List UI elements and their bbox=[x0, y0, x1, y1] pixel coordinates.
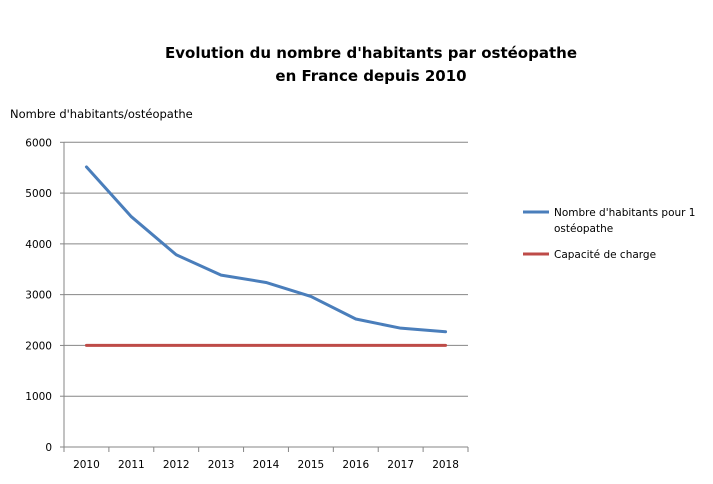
y-tick-label: 2000 bbox=[25, 340, 52, 352]
y-tick-label: 5000 bbox=[25, 188, 52, 200]
y-axis-label: Nombre d'habitants/ostéopathe bbox=[10, 107, 193, 121]
series-line bbox=[84, 165, 448, 334]
x-tick-label: 2018 bbox=[432, 459, 459, 471]
legend-label: ostéopathe bbox=[554, 223, 613, 235]
chart-title-line-1: Evolution du nombre d'habitants par osté… bbox=[165, 44, 577, 62]
y-tick-label: 0 bbox=[45, 442, 52, 454]
x-tick-label: 2014 bbox=[253, 459, 280, 471]
legend-label: Capacité de charge bbox=[554, 249, 656, 261]
y-tick-label: 4000 bbox=[25, 239, 52, 251]
x-tick-label: 2015 bbox=[298, 459, 325, 471]
x-tick-label: 2012 bbox=[163, 459, 190, 471]
legend-label: Nombre d'habitants pour 1 bbox=[554, 207, 696, 219]
x-tick-label: 2011 bbox=[118, 459, 145, 471]
chart-title-line-2: en France depuis 2010 bbox=[275, 67, 466, 85]
x-tick-label: 2013 bbox=[208, 459, 235, 471]
x-tick-label: 2016 bbox=[342, 459, 369, 471]
x-tick-label: 2017 bbox=[387, 459, 414, 471]
y-tick-label: 6000 bbox=[25, 137, 52, 149]
y-tick-label: 3000 bbox=[25, 290, 52, 302]
y-tick-label: 1000 bbox=[25, 391, 52, 403]
x-tick-label: 2010 bbox=[73, 459, 100, 471]
